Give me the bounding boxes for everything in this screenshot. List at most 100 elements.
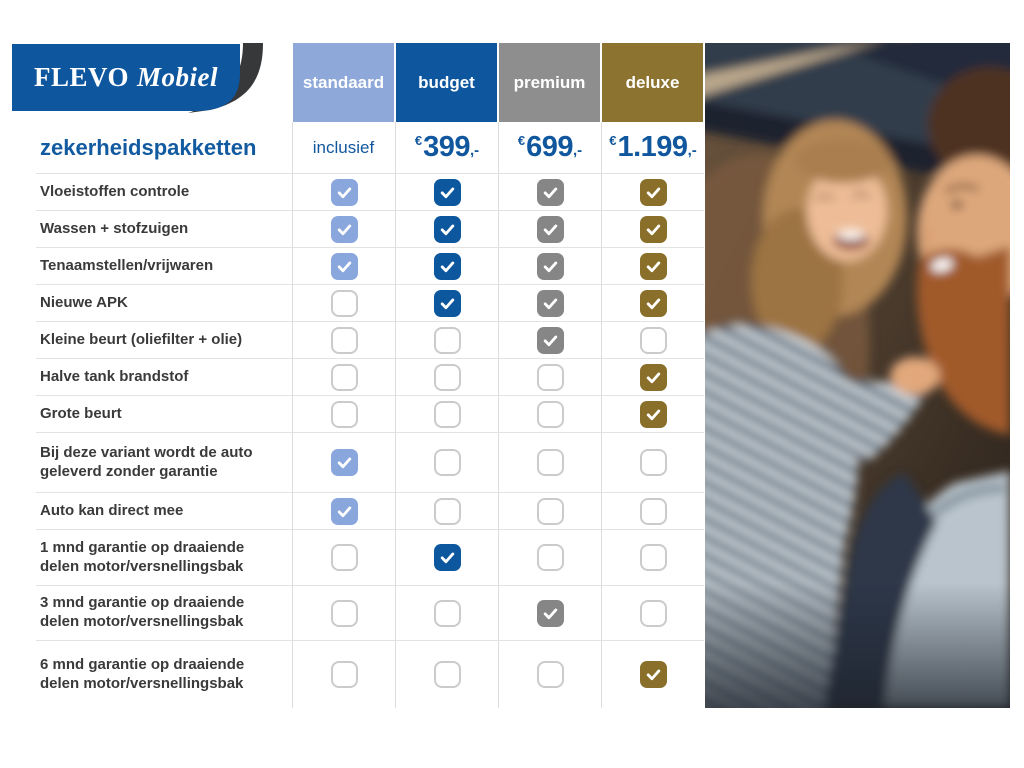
check-icon (440, 187, 454, 198)
check-cell-deluxe (601, 247, 704, 284)
check-icon (543, 224, 557, 235)
check-icon (646, 372, 660, 383)
checkbox-checked (330, 178, 358, 206)
flevo-mobiel-logo: FLEVO Mobiel (12, 43, 265, 113)
check-icon (646, 187, 660, 198)
check-cell-budget (395, 358, 498, 395)
check-cell-budget (395, 247, 498, 284)
plan-header-block: budget (396, 43, 497, 122)
brand-name-main: FLEVO (34, 61, 129, 92)
check-cell-premium (498, 358, 601, 395)
checkbox-checked (433, 215, 461, 243)
check-icon (440, 261, 454, 272)
check-cell-deluxe (601, 492, 704, 529)
check-cell-premium (498, 640, 601, 708)
check-icon (543, 298, 557, 309)
checkbox-checked (433, 178, 461, 206)
check-icon (337, 224, 351, 235)
price-currency: € (609, 133, 617, 148)
brand-name-suffix: Mobiel (136, 61, 218, 92)
check-icon (646, 261, 660, 272)
checkbox-unchecked (433, 363, 461, 391)
feature-label-text: Nieuwe APK (40, 293, 128, 311)
checkbox-checked (330, 215, 358, 243)
check-icon (646, 669, 660, 681)
feature-label: Halve tank brandstof (36, 358, 292, 395)
checkbox-checked (330, 497, 358, 525)
packages-comparison-table: standaard budget premium deluxe zekerheidspa… (36, 43, 704, 708)
checkbox-unchecked (330, 289, 358, 317)
checkbox-unchecked (433, 661, 461, 688)
checkbox-unchecked (536, 363, 564, 391)
check-cell-standaard (292, 492, 395, 529)
checkbox-checked (433, 289, 461, 317)
check-cell-deluxe (601, 210, 704, 247)
checkbox-checked (639, 400, 667, 428)
checkbox-unchecked (433, 497, 461, 525)
check-cell-standaard (292, 640, 395, 708)
check-cell-standaard (292, 432, 395, 492)
feature-label-text: Wassen + stofzuigen (40, 219, 189, 237)
feature-label: Wassen + stofzuigen (36, 210, 292, 247)
check-cell-deluxe (601, 529, 704, 585)
checkbox-checked (330, 252, 358, 280)
checkbox-checked (536, 252, 564, 280)
checkbox-checked (433, 252, 461, 280)
check-cell-premium (498, 529, 601, 585)
check-cell-deluxe (601, 321, 704, 358)
page-title: zekerheidspakketten (40, 134, 257, 160)
checkbox-unchecked (330, 599, 358, 627)
plan-header-standaard: standaard (292, 43, 395, 122)
check-cell-budget (395, 173, 498, 210)
check-cell-budget (395, 321, 498, 358)
checkbox-checked (536, 326, 564, 354)
price-suffix: ,- (469, 142, 480, 159)
checkbox-unchecked (536, 661, 564, 688)
check-cell-deluxe (601, 395, 704, 432)
checkbox-checked (433, 544, 461, 571)
feature-label: Nieuwe APK (36, 284, 292, 321)
brand-name: FLEVO Mobiel (12, 43, 240, 111)
check-cell-premium (498, 492, 601, 529)
plan-price-standaard: inclusief (292, 122, 395, 173)
check-cell-standaard (292, 284, 395, 321)
price-amount: 699 (526, 131, 573, 163)
check-cell-standaard (292, 358, 395, 395)
plan-price-premium: €699 ,- (498, 122, 601, 173)
plan-header-budget: budget (395, 43, 498, 122)
checkbox-unchecked (433, 326, 461, 354)
check-cell-standaard (292, 529, 395, 585)
plan-name: premium (513, 72, 586, 92)
checkbox-unchecked (330, 661, 358, 688)
checkbox-checked (536, 215, 564, 243)
photo-illustration (705, 43, 1010, 708)
price-amount: 399 (423, 131, 470, 163)
logo-shape (12, 43, 263, 113)
check-cell-standaard (292, 247, 395, 284)
check-icon (543, 335, 557, 346)
checkbox-unchecked (330, 363, 358, 391)
check-cell-premium (498, 173, 601, 210)
table-corner (36, 43, 292, 122)
check-cell-budget (395, 395, 498, 432)
checkbox-checked (639, 661, 667, 688)
plan-header-block: premium (499, 43, 600, 122)
check-icon (543, 608, 557, 619)
feature-label-text: Kleine beurt (oliefilter + olie) (40, 330, 243, 348)
check-cell-budget (395, 284, 498, 321)
feature-label: Vloeistoffen controle (36, 173, 292, 210)
check-icon (646, 224, 660, 235)
price-currency: € (414, 133, 423, 148)
check-icon (543, 187, 557, 198)
checkbox-checked (330, 449, 358, 476)
plan-price-budget: €399 ,- (395, 122, 498, 173)
feature-label-text: Halve tank brandstof (40, 367, 189, 385)
feature-label: Bij deze variant wordt de auto geleverd … (36, 432, 292, 492)
check-cell-deluxe (601, 284, 704, 321)
check-icon (646, 409, 660, 420)
checkbox-unchecked (536, 544, 564, 571)
checkbox-unchecked (639, 326, 667, 354)
checkbox-checked (639, 215, 667, 243)
checkbox-checked (639, 289, 667, 317)
price-amount: 1.199 (617, 131, 688, 163)
